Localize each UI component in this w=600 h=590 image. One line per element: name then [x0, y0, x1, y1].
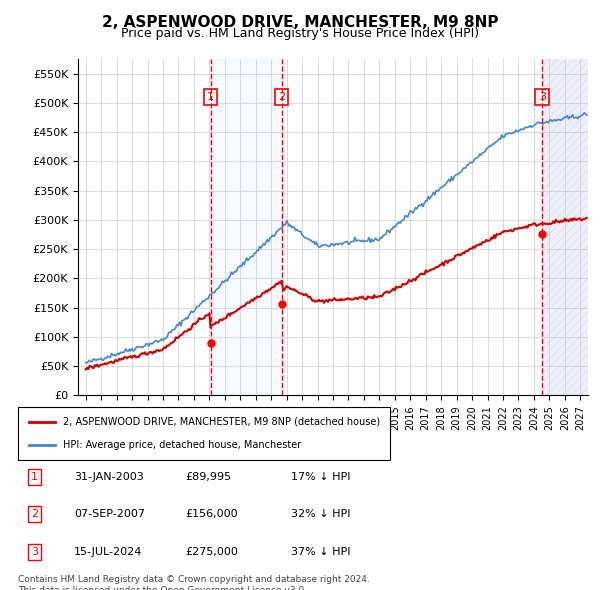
- Text: 15-JUL-2024: 15-JUL-2024: [74, 547, 142, 557]
- Text: 1: 1: [207, 92, 214, 102]
- Text: 1: 1: [31, 472, 38, 482]
- Text: 3: 3: [539, 92, 546, 102]
- Text: 2, ASPENWOOD DRIVE, MANCHESTER, M9 8NP (detached house): 2, ASPENWOOD DRIVE, MANCHESTER, M9 8NP (…: [62, 417, 380, 427]
- FancyBboxPatch shape: [18, 407, 390, 460]
- Text: 17% ↓ HPI: 17% ↓ HPI: [292, 472, 351, 482]
- Text: 31-JAN-2003: 31-JAN-2003: [74, 472, 143, 482]
- Text: 2: 2: [278, 92, 285, 102]
- Text: HPI: Average price, detached house, Manchester: HPI: Average price, detached house, Manc…: [62, 440, 301, 450]
- Text: 2, ASPENWOOD DRIVE, MANCHESTER, M9 8NP: 2, ASPENWOOD DRIVE, MANCHESTER, M9 8NP: [102, 15, 498, 30]
- Text: £275,000: £275,000: [185, 547, 238, 557]
- Text: 2: 2: [31, 509, 38, 519]
- Text: Price paid vs. HM Land Registry's House Price Index (HPI): Price paid vs. HM Land Registry's House …: [121, 27, 479, 40]
- Text: 3: 3: [31, 547, 38, 557]
- Bar: [211, 59, 281, 395]
- Text: 32% ↓ HPI: 32% ↓ HPI: [292, 509, 351, 519]
- Bar: [542, 59, 588, 395]
- Text: 37% ↓ HPI: 37% ↓ HPI: [292, 547, 351, 557]
- Text: £156,000: £156,000: [185, 509, 238, 519]
- Text: £89,995: £89,995: [185, 472, 232, 482]
- Text: 07-SEP-2007: 07-SEP-2007: [74, 509, 145, 519]
- Text: Contains HM Land Registry data © Crown copyright and database right 2024.
This d: Contains HM Land Registry data © Crown c…: [18, 575, 370, 590]
